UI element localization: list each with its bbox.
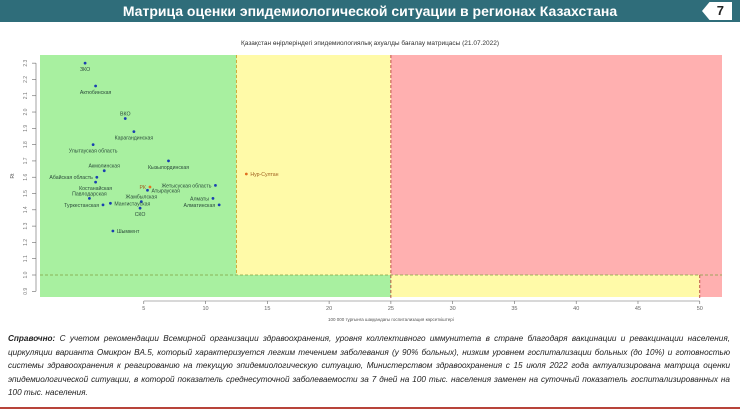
zone-red xyxy=(390,55,722,275)
scatter-chart: 2.3 2.2 2.1 2.0 1.9 1.8 1.7 1.6 1.5 1.4 1.3 1.2 1.1 1… xyxy=(10,55,722,322)
y-tick-label: 1.3 xyxy=(23,222,29,229)
point-label: ВКО xyxy=(120,112,130,118)
point-label: Туркестанская xyxy=(64,203,99,209)
point-label: СКО xyxy=(135,212,146,218)
data-point xyxy=(111,229,115,233)
point-label: Алматинская xyxy=(184,203,216,209)
data-point xyxy=(109,201,112,205)
data-point xyxy=(83,61,87,65)
x-axis-label: 100 000 тұрғынға шаққандағы госпитализац… xyxy=(328,317,454,322)
page-number: 7 xyxy=(716,3,724,18)
data-point xyxy=(123,117,127,120)
y-tick-label: 1.9 xyxy=(23,125,29,132)
y-tick-label: 0.9 xyxy=(23,288,29,295)
x-tick-label: 20 xyxy=(326,306,332,312)
page-number-tab: 7 xyxy=(702,2,732,20)
y-tick-label: 1.5 xyxy=(23,190,29,197)
zone-yellow xyxy=(390,275,700,297)
data-point xyxy=(146,188,149,192)
y-tick-label: 1.2 xyxy=(23,239,29,246)
point-label: Актюбинская xyxy=(80,90,112,96)
y-tick-label: 2.0 xyxy=(23,108,29,115)
data-point xyxy=(148,185,152,189)
x-tick-label: 35 xyxy=(511,306,517,312)
y-tick-label: 2.2 xyxy=(23,76,29,83)
data-point xyxy=(138,206,142,210)
y-tick-label: 1.0 xyxy=(23,271,29,278)
point-label: Костанайская xyxy=(79,185,112,192)
point-label: Кызылординская xyxy=(148,165,189,171)
point-label: РК xyxy=(139,185,145,191)
header-bar: Матрица оценки эпидемиологической ситуац… xyxy=(0,0,740,22)
point-label: Жамбылская xyxy=(125,195,157,201)
point-label: Абайская область xyxy=(49,174,93,181)
data-point xyxy=(95,175,99,179)
data-point xyxy=(88,197,91,200)
y-tick-label: 1.7 xyxy=(23,157,29,164)
zone-yellow xyxy=(236,55,391,275)
point-label: Атырауская xyxy=(151,188,180,194)
y-tick-label: 1.4 xyxy=(23,206,29,213)
x-tick-label: 10 xyxy=(202,306,208,312)
y-tick-label: 1.1 xyxy=(23,255,29,262)
point-label: ЗКО xyxy=(80,67,90,73)
y-tick-label: 1.8 xyxy=(23,141,29,148)
point-label: Павлодарская xyxy=(72,191,107,197)
zone-green xyxy=(40,275,391,297)
x-tick-label: 15 xyxy=(264,306,270,312)
data-point xyxy=(211,197,215,200)
x-tick-label: 40 xyxy=(573,306,579,312)
zone-red xyxy=(699,275,722,297)
data-point xyxy=(244,172,248,176)
note-text: С учетом рекомендации Всемирной организа… xyxy=(8,334,730,397)
data-point xyxy=(214,183,217,187)
point-label: Мангистауская xyxy=(114,201,150,207)
data-point xyxy=(217,203,221,207)
x-tick-label: 30 xyxy=(450,306,456,312)
data-point xyxy=(132,130,136,133)
data-point xyxy=(102,169,106,173)
data-point xyxy=(94,180,97,184)
y-axis-label: Rt xyxy=(10,173,16,179)
y-tick-label: 2.1 xyxy=(23,92,29,99)
x-tick-label: 45 xyxy=(635,306,641,312)
data-point xyxy=(94,84,97,88)
data-point xyxy=(91,143,95,147)
point-label: Улытауская область xyxy=(69,149,118,155)
x-tick-label: 50 xyxy=(697,306,703,312)
data-point xyxy=(139,200,143,204)
point-label: Шымкент xyxy=(117,229,140,235)
point-label: Алматы xyxy=(190,196,209,202)
x-tick-label: 25 xyxy=(388,306,394,312)
page-title: Матрица оценки эпидемиологической ситуац… xyxy=(122,3,618,19)
bottom-divider xyxy=(0,407,740,409)
reference-note: Справочно: С учетом рекомендации Всемирн… xyxy=(8,332,730,400)
note-label: Справочно: xyxy=(8,334,56,343)
chart-title: Қазақстан өңірлеріндегі эпидемиологиялық… xyxy=(241,40,499,47)
zone-green xyxy=(40,55,237,275)
point-label: Акмолинская xyxy=(88,164,120,170)
y-tick-label: 2.3 xyxy=(23,59,29,66)
point-label: Нур-Султан xyxy=(250,172,278,178)
x-tick-label: 5 xyxy=(142,306,145,312)
point-label: Карагандинская xyxy=(115,136,154,142)
y-tick-label: 1.6 xyxy=(23,174,29,181)
data-point xyxy=(167,159,170,163)
point-label: Жетысуская область xyxy=(161,183,211,189)
data-point xyxy=(101,203,105,207)
